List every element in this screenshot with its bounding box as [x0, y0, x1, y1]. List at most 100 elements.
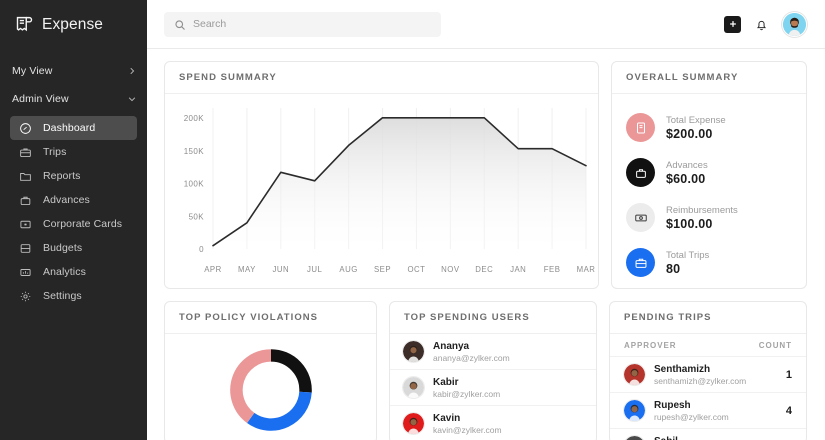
svg-text:JUL: JUL: [307, 265, 323, 274]
list-icon: [19, 242, 32, 255]
violations-donut-chart[interactable]: [165, 334, 376, 440]
sidebar-item-advances[interactable]: Advances: [10, 188, 137, 212]
search-box[interactable]: [164, 11, 441, 37]
add-button[interactable]: [724, 15, 741, 33]
dashboard-content: SPEND SUMMARY 0 50K 100K 150K 200K APR MAY JUN J…: [147, 49, 825, 440]
card-header: PENDING TRIPS: [610, 302, 806, 334]
pending-trips-card: PENDING TRIPS APPROVER COUNT Senthamizh s…: [609, 301, 807, 440]
sidebar-item-analytics[interactable]: Analytics: [10, 260, 137, 284]
avatar: [403, 341, 424, 362]
summary-item-value: $60.00: [666, 171, 706, 186]
chevron-down-icon: [127, 94, 137, 104]
sidebar-item-label: Corporate Cards: [43, 218, 123, 230]
spend-summary-card: SPEND SUMMARY 0 50K 100K 150K 200K APR MAY JUN J…: [164, 61, 599, 289]
approver-email: senthamizh@zylker.com: [654, 375, 747, 386]
pending-trips-list: Senthamizh senthamizh@zylker.com 1 Rupesh ru…: [610, 357, 806, 440]
user-email: kavin@zylker.com: [433, 424, 502, 435]
dashboard-row-bottom: TOP POLICY VIOLATIONS TOP SPENDING USERS…: [164, 301, 807, 440]
card-header: TOP SPENDING USERS: [390, 302, 596, 334]
svg-text:0: 0: [199, 245, 204, 254]
summary-item-label: Total Expense: [666, 114, 726, 126]
sidebar-view-admin-view[interactable]: Admin View: [12, 87, 137, 111]
sidebar-item-label: Analytics: [43, 266, 86, 278]
briefcase-icon: [19, 146, 32, 159]
summary-item[interactable]: Advances $60.00: [612, 150, 806, 195]
list-item[interactable]: Kabir kabir@zylker.com: [390, 370, 596, 406]
spending-users-list: Ananya ananya@zylker.com Kabir kabir@zylker…: [390, 334, 596, 440]
bar-chart-icon: [19, 266, 32, 279]
top-bar-actions: [724, 11, 807, 37]
sidebar-item-label: Dashboard: [43, 122, 96, 134]
summary-item-label: Reimbursements: [666, 204, 738, 216]
sidebar-divider: [0, 50, 147, 59]
summary-item[interactable]: Total Trips 80: [612, 240, 806, 285]
summary-item[interactable]: Reimbursements $100.00: [612, 195, 806, 240]
chevron-right-icon: [127, 66, 137, 76]
svg-text:APR: APR: [204, 265, 222, 274]
sidebar: Expense My View Admin View Dashboard: [0, 0, 147, 440]
avatar[interactable]: [782, 11, 807, 37]
bag-icon: [626, 158, 655, 187]
svg-text:150K: 150K: [184, 147, 205, 156]
sidebar-item-budgets[interactable]: Budgets: [10, 236, 137, 260]
approver-name: Sahil: [654, 436, 720, 440]
list-item[interactable]: Kavin kavin@zylker.com: [390, 406, 596, 440]
policy-violations-card: TOP POLICY VIOLATIONS: [164, 301, 377, 440]
column-approver: APPROVER: [624, 340, 677, 350]
user-name: Kabir: [433, 376, 459, 388]
sidebar-item-dashboard[interactable]: Dashboard: [10, 116, 137, 140]
view-label: Admin View: [12, 93, 69, 105]
summary-item-value: $100.00: [666, 216, 713, 231]
sidebar-item-label: Budgets: [43, 242, 83, 254]
bag-icon: [19, 194, 32, 207]
overall-summary-card: OVERALL SUMMARY Total Expense $200.00 Adva…: [611, 61, 807, 289]
svg-text:DEC: DEC: [475, 265, 493, 274]
pending-count: 4: [785, 404, 792, 417]
main-area: SPEND SUMMARY 0 50K 100K 150K 200K APR MAY JUN J…: [147, 0, 825, 440]
avatar: [403, 413, 424, 434]
approver-name: Rupesh: [654, 399, 691, 411]
bell-icon[interactable]: [754, 17, 769, 32]
card-header: TOP POLICY VIOLATIONS: [165, 302, 376, 334]
table-row[interactable]: Senthamizh senthamizh@zylker.com 1: [610, 357, 806, 393]
svg-text:100K: 100K: [184, 180, 205, 189]
spend-summary-chart[interactable]: 0 50K 100K 150K 200K APR MAY JUN JUL AUG SEP OCT NOV…: [165, 94, 598, 288]
svg-text:MAR: MAR: [577, 265, 596, 274]
donut-svg: [229, 349, 312, 431]
app-name: Expense: [42, 16, 104, 33]
cash-icon: [626, 203, 655, 232]
avatar: [624, 364, 645, 385]
svg-text:JAN: JAN: [510, 265, 526, 274]
sidebar-item-reports[interactable]: Reports: [10, 164, 137, 188]
card-header: SPEND SUMMARY: [165, 62, 598, 94]
table-row[interactable]: Sahilsahil@zylker.com8: [610, 429, 806, 440]
overall-summary-list: Total Expense $200.00 Advances $60.00 Reimbu…: [612, 94, 806, 285]
receipt-icon: [14, 15, 35, 36]
pending-count: 1: [785, 368, 792, 381]
gauge-icon: [19, 122, 32, 135]
list-item[interactable]: Ananya ananya@zylker.com: [390, 334, 596, 370]
sidebar-view-my-view[interactable]: My View: [12, 59, 137, 83]
svg-text:50K: 50K: [189, 212, 205, 221]
search-input[interactable]: [193, 18, 431, 30]
user-email: ananya@zylker.com: [433, 352, 510, 363]
app-logo[interactable]: Expense: [0, 0, 147, 50]
svg-text:200K: 200K: [184, 114, 205, 123]
receipt-icon: [626, 113, 655, 142]
approver-email: rupesh@zylker.com: [654, 411, 729, 422]
sidebar-item-trips[interactable]: Trips: [10, 140, 137, 164]
table-row[interactable]: Rupesh rupesh@zylker.com 4: [610, 393, 806, 429]
card-icon: [19, 218, 32, 231]
gear-icon: [19, 290, 32, 303]
card-title: OVERALL SUMMARY: [626, 72, 739, 83]
svg-text:AUG: AUG: [339, 265, 357, 274]
svg-text:MAY: MAY: [238, 265, 256, 274]
summary-item[interactable]: Total Expense $200.00: [612, 105, 806, 150]
sidebar-item-settings[interactable]: Settings: [10, 284, 137, 308]
briefcase-icon: [626, 248, 655, 277]
user-name: Ananya: [433, 340, 470, 352]
summary-item-value: $200.00: [666, 126, 713, 141]
summary-item-label: Total Trips: [666, 249, 710, 261]
sidebar-item-corporate-cards[interactable]: Corporate Cards: [10, 212, 137, 236]
card-title: TOP POLICY VIOLATIONS: [179, 312, 319, 323]
